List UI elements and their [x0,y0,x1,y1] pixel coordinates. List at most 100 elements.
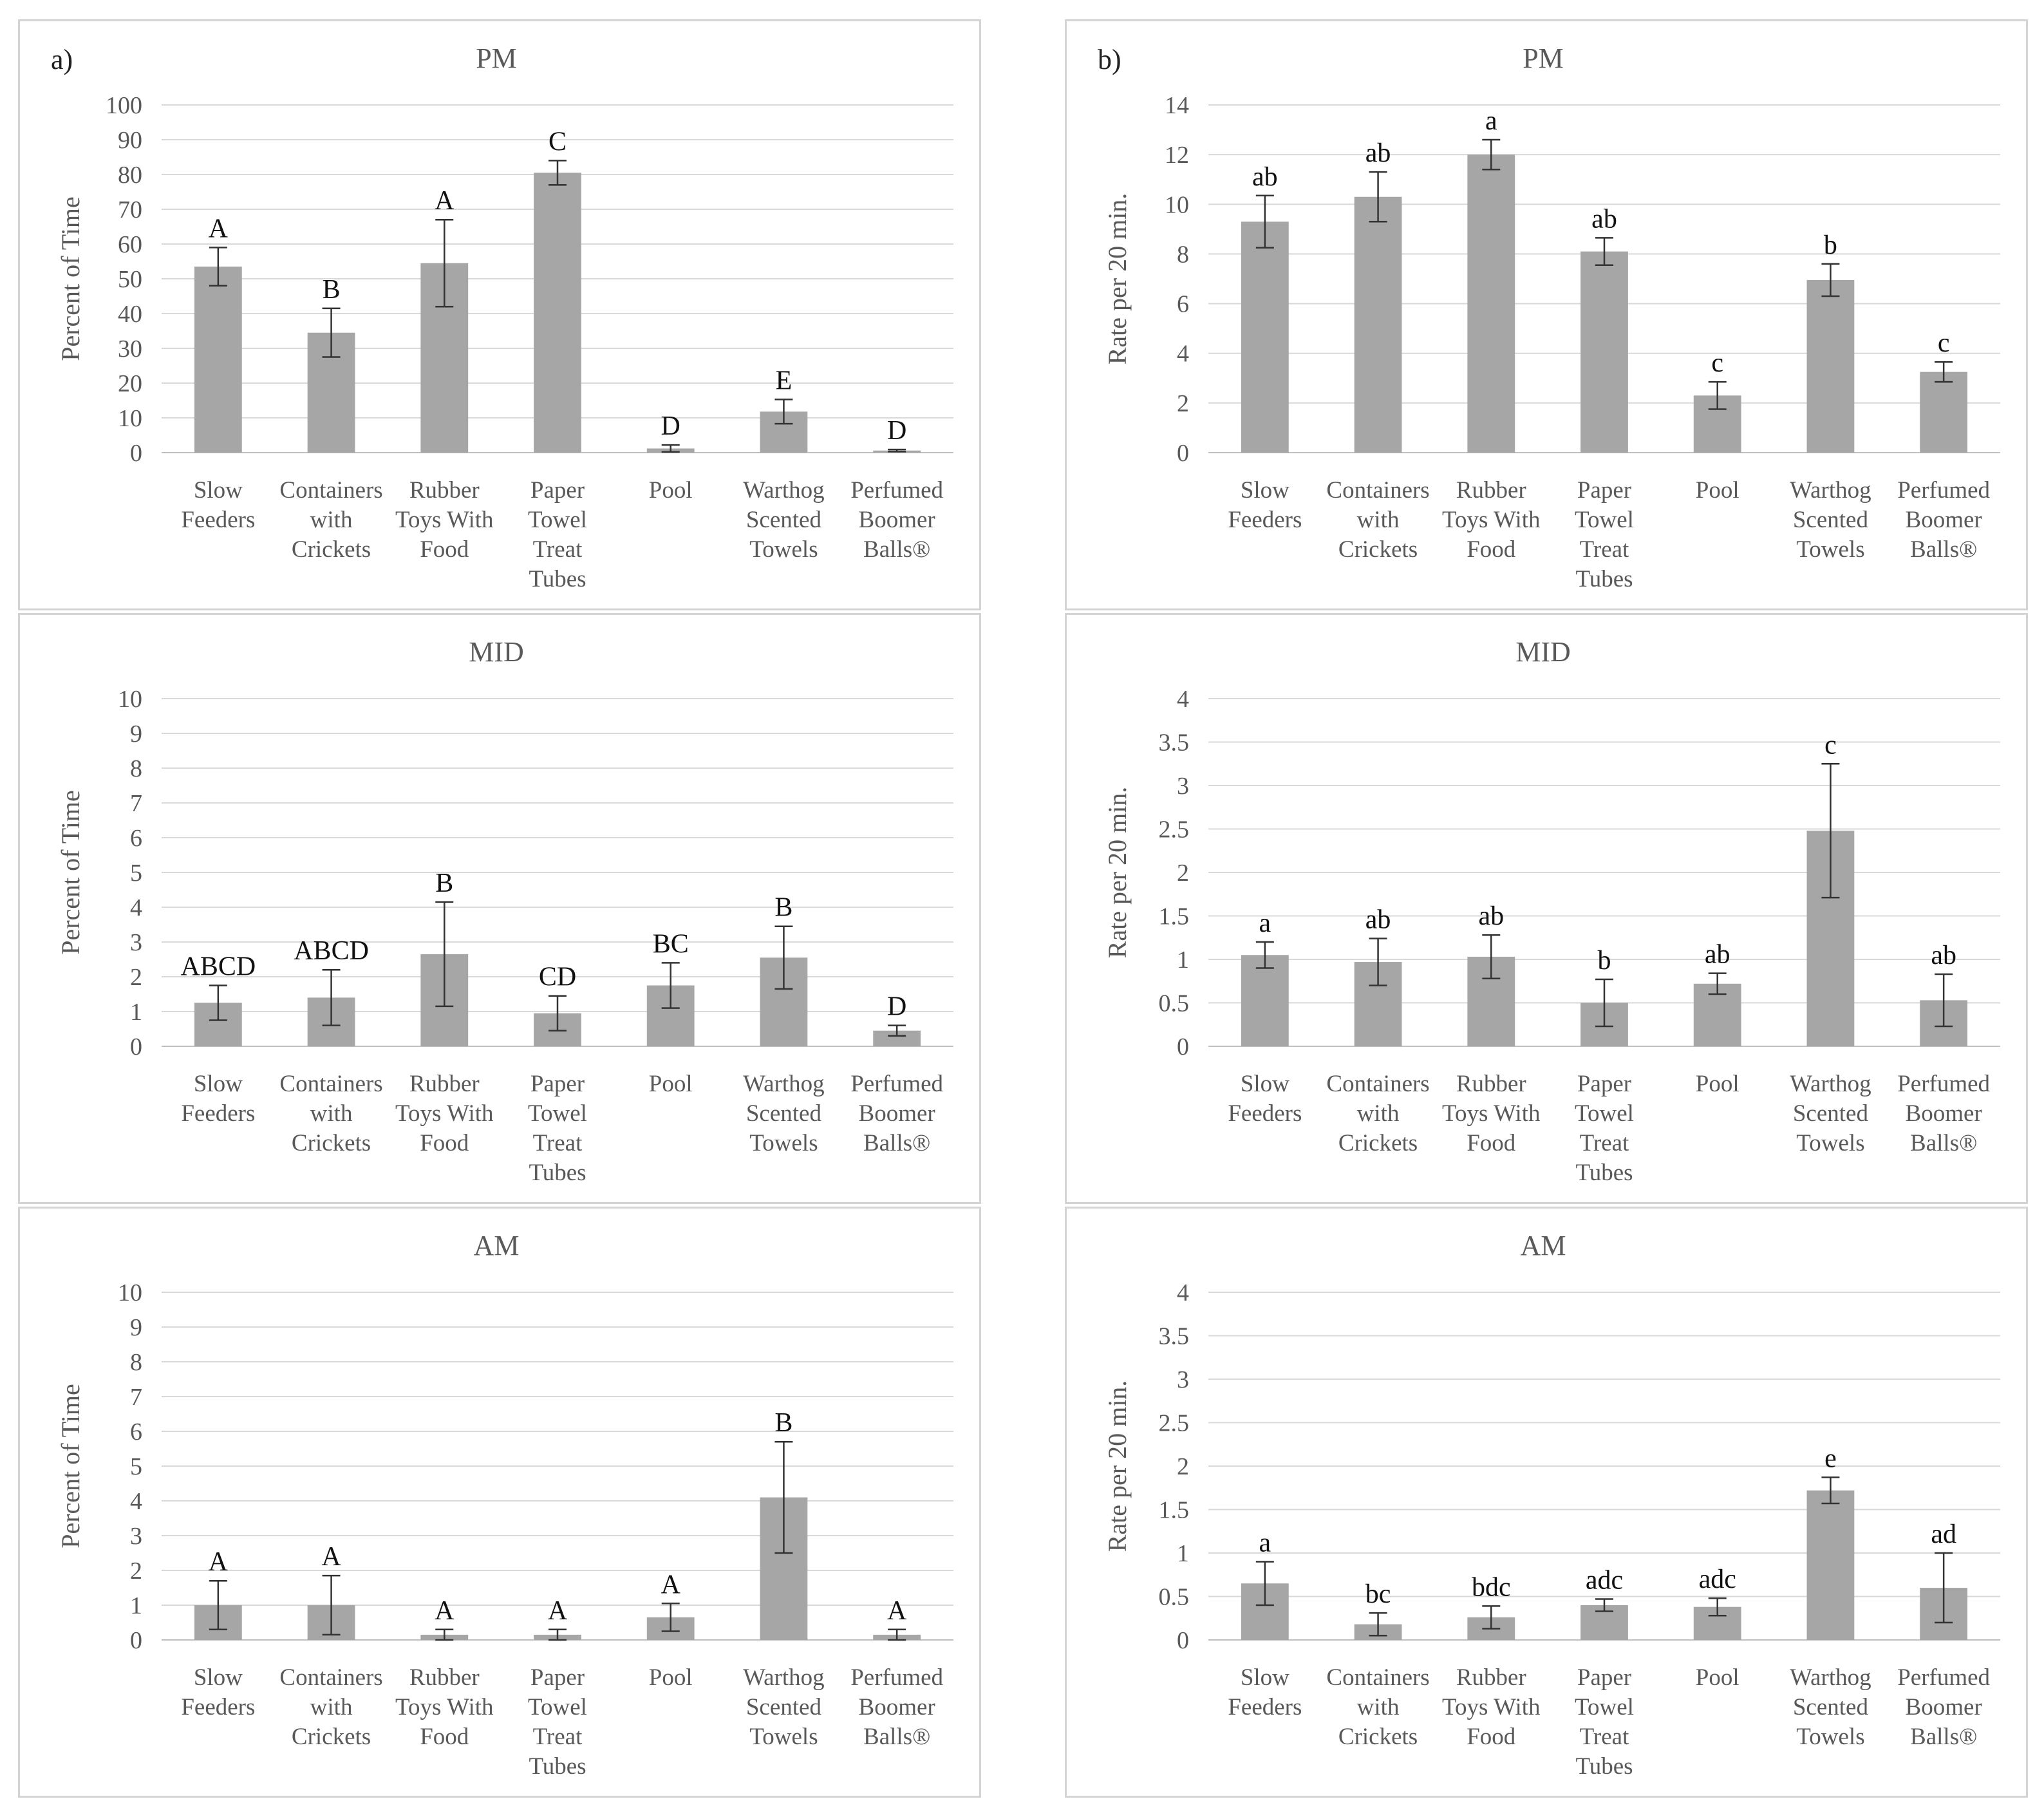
x-tick-label: Food [1467,1130,1516,1156]
significance-letter: c [1711,348,1723,378]
x-tick-label: Feeders [1228,1100,1302,1127]
significance-letter: b [1598,946,1611,975]
significance-letter: a [1259,1529,1271,1558]
x-tick-label: Balls® [1910,536,1977,563]
x-tick-label: Boomer [859,1694,935,1720]
x-tick-label: Towels [1796,536,1864,563]
x-tick-label: Pool [1696,1071,1739,1097]
y-tick-label: 6 [130,1418,142,1445]
x-tick-label: Towels [749,536,818,563]
y-axis-label: Percent of Time [56,196,85,361]
y-tick-label: 9 [130,1314,142,1341]
bar [1241,955,1289,1046]
x-tick-label: Crickets [1338,1130,1418,1156]
y-tick-label: 5 [130,860,142,887]
x-tick-label: Slow [194,1071,243,1097]
significance-letter: ab [1478,901,1504,931]
significance-letter: B [435,869,453,898]
x-tick-label: Crickets [292,536,371,563]
significance-letter: ad [1931,1520,1956,1549]
y-tick-label: 4 [1177,1279,1189,1306]
significance-letter: A [209,214,229,243]
y-tick-label: 0 [1177,440,1189,467]
x-tick-label: Warthog [1790,477,1871,504]
chart-svg-b-am: AM Rate per 20 min. 0 0.5 1 1.5 2 2.5 3 3.5 4 a Slow… [1103,1230,2000,1780]
x-tick-label: Containers [1326,1071,1429,1097]
y-tick-label: 1 [130,999,142,1026]
x-tick-label: Crickets [1338,1724,1418,1750]
x-tick-label: Paper [1577,1071,1631,1097]
chart-title: PM [476,42,517,74]
x-tick-label: Balls® [863,536,930,563]
y-tick-label: 3.5 [1159,730,1190,757]
y-tick-label: 0 [130,440,142,467]
y-tick-label: 4 [1177,341,1189,368]
significance-letter: bc [1365,1579,1391,1609]
x-tick-label: Containers [279,1664,382,1691]
x-tick-label: Scented [746,507,822,533]
x-tick-label: Scented [746,1100,822,1127]
y-tick-label: 12 [1165,142,1189,169]
y-tick-label: 2 [130,964,142,991]
chart-title: MID [1515,636,1571,668]
significance-letter: B [774,1408,792,1438]
x-tick-label: Towels [1796,1130,1864,1156]
x-tick-label: Balls® [1910,1724,1977,1750]
y-tick-label: 3 [1177,773,1189,800]
significance-letter: a [1485,106,1497,136]
x-tick-label: Feeders [181,507,255,533]
significance-letter: b [1824,231,1837,260]
y-tick-label: 2 [1177,1453,1189,1480]
y-tick-label: 1 [1177,1540,1189,1567]
bar [1806,279,1855,453]
y-tick-label: 4 [130,894,142,921]
x-tick-label: Paper [530,1071,585,1097]
x-tick-label: Paper [1577,1664,1631,1691]
x-tick-label: Containers [279,477,382,504]
y-tick-label: 1 [130,1592,142,1619]
x-tick-label: Perfumed [850,1071,943,1097]
chart-svg-a-pm: PM Percent of Time 0 10 20 30 40 50 60 70 80 90 100 A… [56,42,953,592]
significance-letter: A [661,1570,681,1599]
x-tick-label: Crickets [292,1130,371,1156]
y-tick-label: 70 [118,196,142,223]
y-tick-label: 3.5 [1159,1323,1190,1350]
x-tick-label: Towel [1575,1694,1634,1720]
x-tick-label: Scented [1793,1694,1869,1720]
significance-letter: A [548,1596,568,1626]
significance-letter: c [1824,730,1837,760]
y-tick-label: 2 [1177,860,1189,887]
chart-svg-b-mid: MID Rate per 20 min. 0 0.5 1 1.5 2 2.5 3 3.5 4 a Slo… [1103,636,2000,1186]
y-tick-label: 8 [1177,241,1189,268]
chart-panel-a-mid: MID Percent of Time 0 1 2 3 4 5 6 7 8 9 10 ABCD Slow Fe… [18,613,981,1204]
bar [1354,196,1402,453]
x-tick-label: with [310,507,353,533]
significance-letter: B [323,275,341,305]
y-tick-label: 80 [118,162,142,189]
significance-letter: ABCD [181,952,256,982]
y-tick-label: 4 [130,1488,142,1515]
x-tick-label: Paper [530,477,585,504]
bar [1920,372,1968,453]
x-tick-label: Tubes [1575,1753,1633,1780]
y-tick-label: 0 [130,1627,142,1654]
panel-tag-a: a) [51,44,73,75]
chart-title: AM [1521,1230,1566,1261]
y-axis-label: Percent of Time [56,790,85,955]
significance-letter: B [774,893,792,923]
significance-letter: CD [539,963,576,992]
x-tick-label: Scented [1793,1100,1869,1127]
y-tick-label: 3 [130,1523,142,1550]
significance-letter: A [435,186,455,216]
x-tick-label: Rubber [1456,477,1526,504]
chart-panel-a-am: AM Percent of Time 0 1 2 3 4 5 6 7 8 9 10 A Slow Feeder… [18,1207,981,1798]
x-tick-label: Treat [533,536,583,563]
y-tick-label: 2.5 [1159,816,1190,843]
x-tick-label: with [1357,1100,1400,1127]
y-tick-label: 2.5 [1159,1410,1190,1437]
x-tick-label: Rubber [1456,1071,1526,1097]
chart-panel-b-mid: MID Rate per 20 min. 0 0.5 1 1.5 2 2.5 3 3.5 4 a Slo… [1065,613,2028,1204]
chart-title: AM [474,1230,520,1261]
x-tick-label: Containers [1326,477,1429,504]
x-tick-label: Towels [749,1130,818,1156]
